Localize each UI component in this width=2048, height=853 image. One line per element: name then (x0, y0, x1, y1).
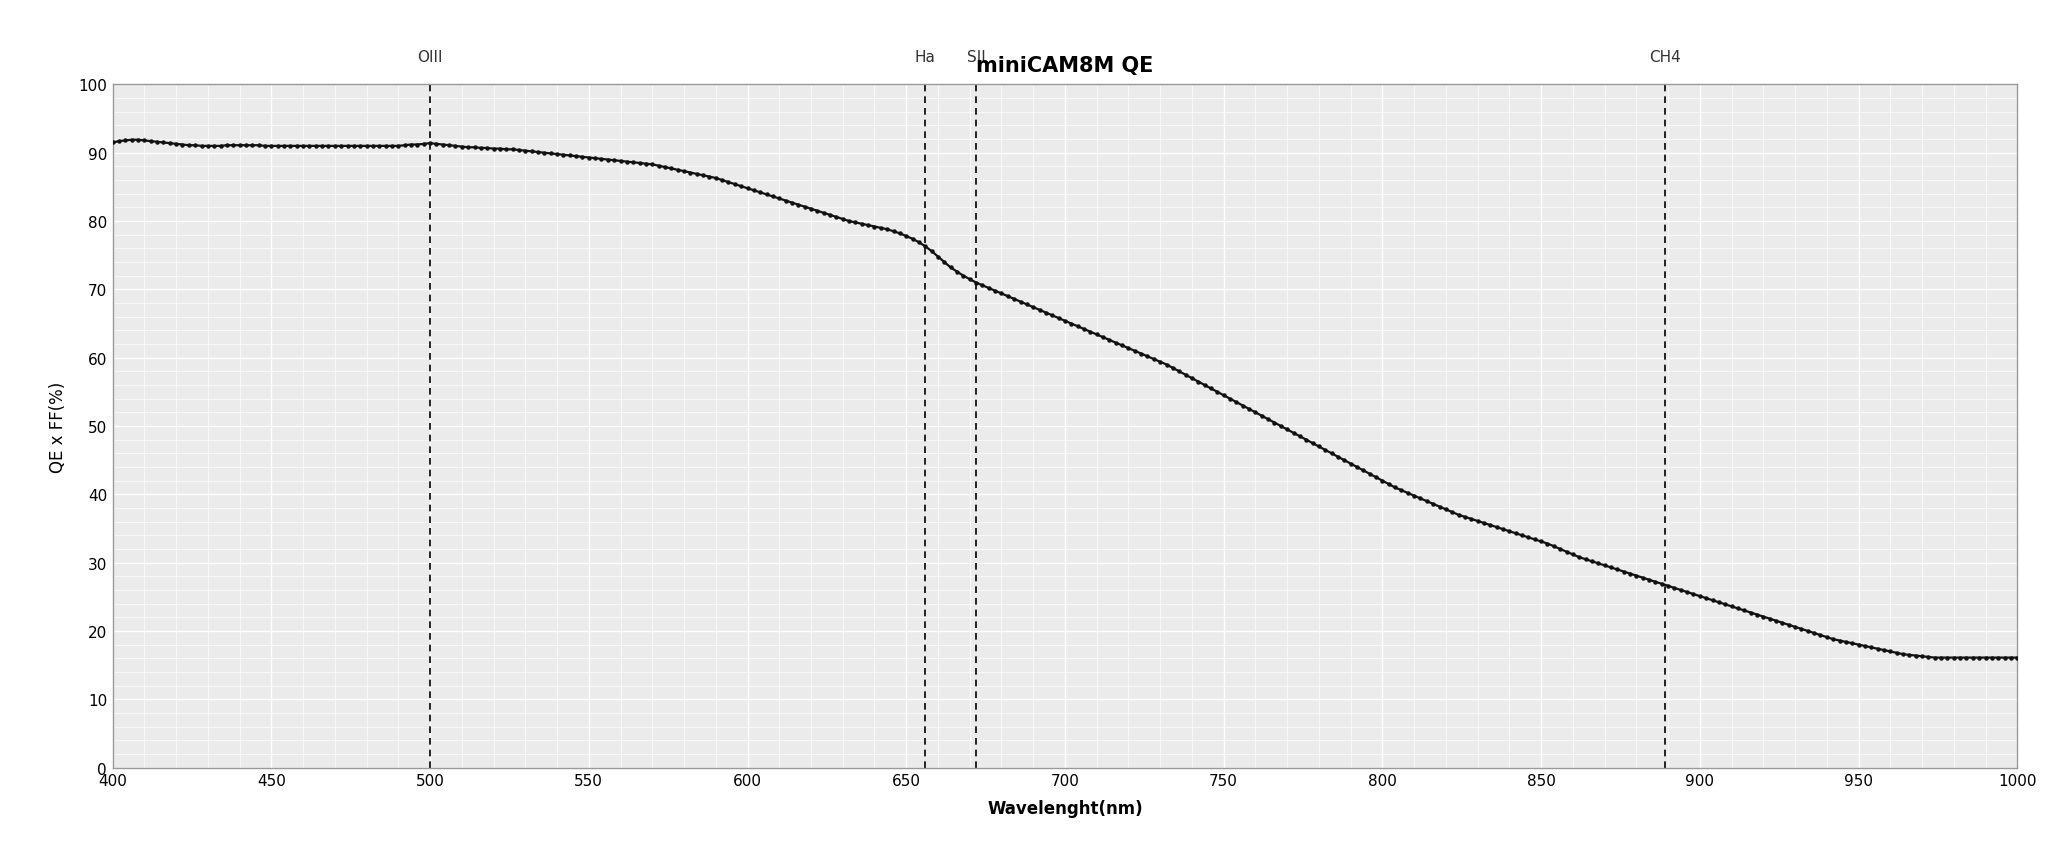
Text: OIII: OIII (418, 49, 442, 65)
Text: CH4: CH4 (1649, 49, 1681, 65)
X-axis label: Wavelenght(nm): Wavelenght(nm) (987, 799, 1143, 817)
Text: Ha: Ha (915, 49, 936, 65)
Y-axis label: QE x FF(%): QE x FF(%) (49, 381, 68, 472)
Title: miniCAM8M QE: miniCAM8M QE (977, 55, 1153, 75)
Text: SII: SII (967, 49, 985, 65)
